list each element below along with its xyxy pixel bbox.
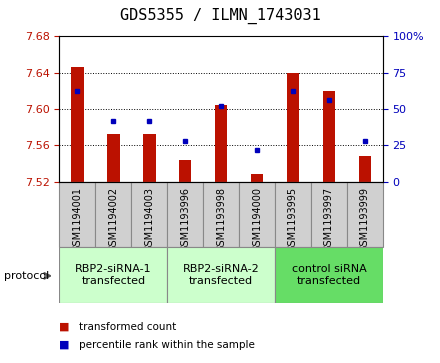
Text: GSM1193997: GSM1193997 xyxy=(324,187,334,252)
Bar xyxy=(287,73,299,182)
Bar xyxy=(275,247,383,303)
Text: RBP2-siRNA-1
transfected: RBP2-siRNA-1 transfected xyxy=(75,264,152,286)
Text: GSM1194003: GSM1194003 xyxy=(144,187,154,252)
Bar xyxy=(107,134,120,182)
Bar xyxy=(95,182,131,247)
Text: GSM1193998: GSM1193998 xyxy=(216,187,226,252)
Text: GSM1193996: GSM1193996 xyxy=(180,187,190,252)
Text: RBP2-siRNA-2
transfected: RBP2-siRNA-2 transfected xyxy=(183,264,260,286)
Bar xyxy=(311,182,347,247)
Bar xyxy=(179,160,191,182)
Text: percentile rank within the sample: percentile rank within the sample xyxy=(79,340,255,350)
Bar xyxy=(143,134,155,182)
Bar xyxy=(215,105,227,182)
Bar xyxy=(71,67,84,182)
Bar xyxy=(167,247,275,303)
Bar xyxy=(275,182,311,247)
Bar xyxy=(59,182,95,247)
Text: ■: ■ xyxy=(59,322,70,332)
Text: GSM1193999: GSM1193999 xyxy=(360,187,370,252)
Bar xyxy=(347,182,383,247)
Bar xyxy=(131,182,167,247)
Text: GSM1193995: GSM1193995 xyxy=(288,187,298,252)
Bar xyxy=(167,182,203,247)
Text: control siRNA
transfected: control siRNA transfected xyxy=(292,264,366,286)
Text: GSM1194001: GSM1194001 xyxy=(72,187,82,252)
Bar xyxy=(323,91,335,182)
Bar xyxy=(359,156,371,182)
Text: GSM1194002: GSM1194002 xyxy=(108,187,118,252)
Bar xyxy=(239,182,275,247)
Text: transformed count: transformed count xyxy=(79,322,176,332)
Text: GSM1194000: GSM1194000 xyxy=(252,187,262,252)
Bar xyxy=(59,247,167,303)
Bar xyxy=(251,174,263,182)
Bar xyxy=(203,182,239,247)
Text: GDS5355 / ILMN_1743031: GDS5355 / ILMN_1743031 xyxy=(120,8,320,24)
Text: ■: ■ xyxy=(59,340,70,350)
Text: protocol: protocol xyxy=(4,271,50,281)
